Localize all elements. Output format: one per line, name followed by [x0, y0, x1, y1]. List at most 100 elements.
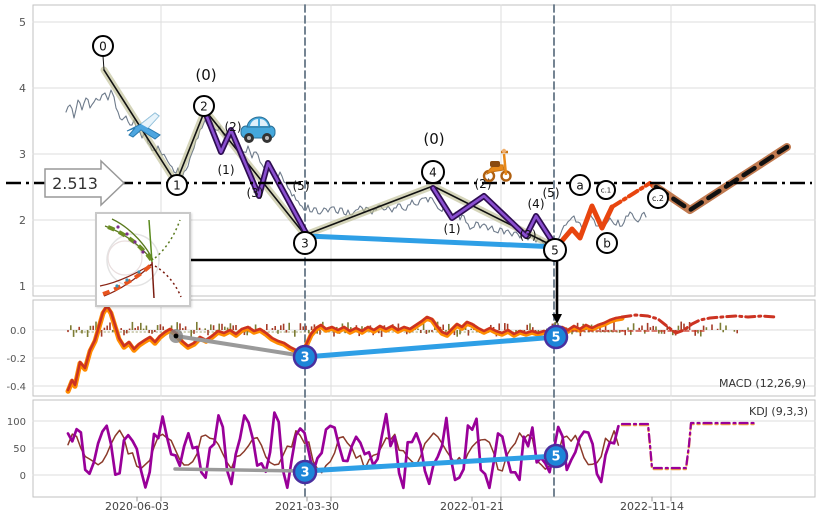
purple-subwave-core — [203, 110, 308, 235]
wave-label: (3) — [520, 228, 537, 242]
kdj-j-line — [66, 411, 620, 490]
macd-histogram-bar — [532, 327, 534, 330]
macd-histogram-bar — [652, 325, 654, 330]
wave-circle — [166, 174, 188, 196]
wave-label: (5) — [293, 179, 310, 193]
macd-histogram-bar — [526, 324, 528, 330]
indicator-circle-label: 5 — [551, 331, 560, 346]
wave-label: (5) — [543, 186, 560, 200]
macd-histogram-bar — [176, 322, 178, 330]
macd-histogram-bar — [313, 324, 316, 330]
macd-histogram-bar — [719, 322, 722, 330]
macd-histogram-bar — [224, 326, 226, 330]
macd-histogram-bar — [190, 330, 192, 337]
x-tick-label: 2020-06-03 — [105, 500, 169, 513]
macd-histogram-bar — [529, 323, 531, 330]
macd-histogram-bar — [140, 322, 142, 330]
macd-histogram-bar — [243, 330, 246, 336]
macd-histogram-bar — [646, 322, 649, 330]
macd-histogram-bar — [627, 327, 629, 330]
macd-histogram-bar — [498, 323, 500, 330]
wave-zero-connector — [102, 55, 105, 71]
wave-label: (1) — [218, 163, 235, 177]
arrow-head — [552, 314, 562, 324]
macd-histogram-bar — [226, 327, 229, 330]
macd-histogram-bar — [677, 325, 680, 330]
wave-label: (4) — [528, 197, 545, 211]
wave-circle-label: 5 — [551, 243, 559, 257]
wave-circle-label: a — [576, 178, 583, 192]
macd-histogram-bar — [154, 330, 156, 333]
y-tick-label: 50 — [13, 444, 26, 455]
macd-histogram-bar — [644, 330, 646, 334]
wave-circle — [293, 231, 317, 255]
macd-histogram-bar — [103, 327, 106, 330]
x-tick-label: 2022-01-21 — [440, 500, 504, 513]
macd-histogram-bar — [142, 328, 145, 330]
wave-circle — [596, 232, 618, 254]
macd-histogram-bar — [212, 325, 215, 330]
macd-histogram-bar — [207, 330, 209, 336]
macd-histogram-bar — [131, 321, 134, 330]
indicator-circle — [543, 443, 569, 469]
macd-histogram-bar — [89, 325, 92, 330]
macd-histogram-bar — [72, 330, 75, 337]
macd-histogram-bar — [67, 330, 69, 333]
wave-label: (0) — [423, 130, 444, 148]
wave-label: (2) — [475, 177, 492, 191]
y-tick-label: 1 — [19, 280, 26, 293]
y-tick-label: 4 — [19, 82, 26, 95]
macd-histogram-bar — [78, 326, 80, 330]
wave-circle-label: 4 — [429, 165, 437, 179]
y-tick-label: 0 — [20, 471, 26, 482]
macd-legend-label: MACD (12,26,9) — [718, 377, 806, 390]
macd-histogram-bar — [75, 330, 78, 333]
macd-histogram-bar — [406, 330, 408, 335]
macd-histogram-bar — [705, 327, 708, 330]
orange-abc-line — [552, 203, 615, 252]
macd-histogram-bar — [156, 325, 159, 330]
macd-histogram-bar — [610, 330, 612, 332]
macd-histogram-bar — [123, 330, 125, 336]
macd-histogram-bar — [700, 330, 702, 337]
indicator-circle — [543, 324, 569, 350]
macd-histogram-bar — [112, 330, 114, 332]
macd-histogram-bar — [649, 327, 652, 330]
macd-histogram-bar — [232, 325, 234, 330]
macd-histogram-bar — [266, 324, 268, 330]
indicator-circle — [292, 344, 318, 370]
wave-circle — [596, 180, 616, 200]
macd-histogram-bar — [299, 323, 302, 330]
macd-histogram-bar — [277, 330, 279, 334]
macd-histogram-bar — [537, 330, 540, 333]
macd-histogram-bar — [271, 328, 274, 330]
macd-histogram-bar — [655, 326, 657, 330]
macd-histogram-bar — [310, 326, 313, 330]
y-tick-label: 0.0 — [10, 326, 26, 337]
macd-histogram-bar — [305, 325, 307, 330]
macd-histogram-bar — [159, 324, 162, 330]
macd-histogram-bar — [280, 325, 282, 330]
macd-histogram-bar — [666, 325, 668, 330]
macd-histogram-bar — [184, 326, 187, 330]
indicator-circle — [292, 459, 318, 485]
macd-histogram-bar — [428, 330, 430, 333]
y-tick-label: 3 — [19, 148, 26, 161]
blue-trendline-main — [304, 233, 561, 250]
macd-histogram-bar — [229, 323, 232, 330]
y-tick-label: 2 — [19, 214, 26, 227]
wave-circle-label: c.1 — [601, 187, 612, 195]
macd-histogram-bar — [632, 323, 635, 330]
price-panel-border — [32, 4, 816, 297]
macd-histogram-bar — [128, 328, 131, 330]
macd-histogram-bar — [182, 328, 184, 330]
wave-circle — [543, 238, 567, 262]
macd-histogram-bar — [100, 330, 103, 337]
x-tick-label: 2021-03-30 — [275, 500, 339, 513]
macd-histogram-bar — [683, 323, 685, 330]
macd-histogram-bar — [137, 326, 139, 330]
macd-histogram-bar — [417, 328, 419, 330]
macd-histogram-bar — [680, 321, 682, 330]
wave-circle-label: 1 — [173, 178, 181, 192]
macd-histogram-bar — [134, 327, 136, 330]
